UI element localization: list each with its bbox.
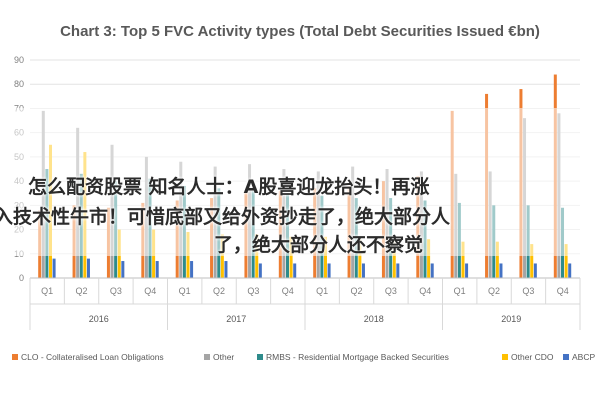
legend-swatch bbox=[257, 354, 263, 360]
bar-abcp-12 bbox=[465, 263, 469, 278]
x-tick-label: Q2 bbox=[76, 286, 88, 296]
overlay-headline-line-3: 了，绝大部分人还不察觉 bbox=[214, 234, 424, 256]
bar-other-6 bbox=[255, 234, 259, 278]
y-tick-label: 40 bbox=[14, 176, 24, 186]
legend-item: Other CDO bbox=[502, 352, 554, 362]
bar-abcp-8 bbox=[327, 263, 331, 278]
x-tick-label: Q1 bbox=[179, 286, 191, 296]
bar-other-15 bbox=[564, 244, 568, 278]
y-tick-label: 80 bbox=[14, 79, 24, 89]
x-tick-label: Q2 bbox=[351, 286, 363, 296]
bar-abcp-14 bbox=[533, 263, 537, 278]
legend-swatch bbox=[563, 354, 569, 360]
x-axis: Q1 Q2 Q3 Q4 Q1 Q2 Q3 Q4 Q1 Q2 Q3 Q4 Q1 Q2 Q3 Q4 2016 2017… bbox=[29, 277, 581, 330]
legend-item: ABCP bbox=[563, 352, 595, 362]
bar-abcp-5 bbox=[224, 261, 228, 278]
legend-item: Other bbox=[204, 352, 234, 362]
legend: CLO - Collateralised Loan Obligations Oth… bbox=[12, 352, 595, 362]
bar-other-4 bbox=[186, 231, 190, 278]
bar-other-11 bbox=[427, 239, 431, 278]
year-label: 2017 bbox=[226, 314, 246, 324]
x-tick-label: Q4 bbox=[282, 286, 294, 296]
legend-item: CLO - Collateralised Loan Obligations bbox=[12, 352, 164, 362]
x-tick-label: Q2 bbox=[488, 286, 500, 296]
bar-abcp-15 bbox=[568, 263, 572, 278]
legend-swatch bbox=[502, 354, 508, 360]
y-tick-label: 70 bbox=[14, 103, 24, 113]
bar-abcp-11 bbox=[430, 263, 434, 278]
bar-other-7 bbox=[289, 236, 293, 278]
bar-other-9 bbox=[358, 239, 362, 278]
x-tick-label: Q3 bbox=[522, 286, 534, 296]
overlay-headline-line-2: 入技术性牛市！可惜底部又给外资抄走了，绝大部分人 bbox=[0, 206, 451, 228]
overlay-headline-line-1: 怎么配资股票 知名人士：A股喜迎龙抬头！再涨 bbox=[28, 176, 430, 198]
bar-other-14 bbox=[530, 244, 534, 278]
bar-abcp-9 bbox=[361, 263, 365, 278]
bar-other-10 bbox=[392, 239, 396, 278]
x-tick-label: Q3 bbox=[247, 286, 259, 296]
x-tick-label: Q2 bbox=[213, 286, 225, 296]
bar-abcp-1 bbox=[86, 258, 90, 278]
bar-abcp-13 bbox=[499, 263, 503, 278]
y-tick-label: 60 bbox=[14, 128, 24, 138]
bar-other-2 bbox=[117, 229, 121, 278]
y-tick-label: 50 bbox=[14, 152, 24, 162]
legend-swatch bbox=[204, 354, 210, 360]
year-label: 2018 bbox=[364, 314, 384, 324]
legend-label: CLO - Collateralised Loan Obligations bbox=[21, 352, 164, 362]
legend-label: ABCP bbox=[572, 352, 595, 362]
bar-abcp-4 bbox=[190, 261, 194, 278]
bar-other-12 bbox=[461, 241, 465, 278]
bar-other-8 bbox=[323, 236, 327, 278]
legend-label: Other bbox=[213, 352, 234, 362]
bar-abcp-7 bbox=[293, 263, 297, 278]
year-label: 2016 bbox=[89, 314, 109, 324]
x-tick-label: Q1 bbox=[316, 286, 328, 296]
x-tick-label: Q3 bbox=[385, 286, 397, 296]
y-tick-label: 0 bbox=[19, 273, 24, 283]
legend-swatch bbox=[12, 354, 18, 360]
x-tick-label: Q4 bbox=[557, 286, 569, 296]
chart-title: Chart 3: Top 5 FVC Activity types (Total… bbox=[60, 23, 540, 40]
bar-abcp-10 bbox=[396, 263, 400, 278]
bar-rmbs-4 bbox=[182, 185, 186, 278]
x-tick-label: Q3 bbox=[110, 286, 122, 296]
year-label: 2019 bbox=[501, 314, 521, 324]
y-tick-label: 90 bbox=[14, 55, 24, 65]
legend-label: RMBS - Residential Mortgage Backed Secur… bbox=[266, 352, 449, 362]
bar-abcp-6 bbox=[258, 263, 262, 278]
bar-abcp-3 bbox=[155, 261, 159, 278]
x-tick-label: Q1 bbox=[41, 286, 53, 296]
y-tick-label: 10 bbox=[14, 249, 24, 259]
x-tick-label: Q4 bbox=[419, 286, 431, 296]
legend-label: Other CDO bbox=[511, 352, 554, 362]
bar-abcp-2 bbox=[121, 261, 125, 278]
legend-item: RMBS - Residential Mortgage Backed Secur… bbox=[257, 352, 449, 362]
bar-other-13 bbox=[495, 241, 499, 278]
bar-abcp-0 bbox=[52, 258, 56, 278]
x-tick-label: Q4 bbox=[144, 286, 156, 296]
bar-other-3 bbox=[152, 229, 156, 278]
bar-other-5 bbox=[220, 234, 224, 278]
x-tick-label: Q1 bbox=[454, 286, 466, 296]
